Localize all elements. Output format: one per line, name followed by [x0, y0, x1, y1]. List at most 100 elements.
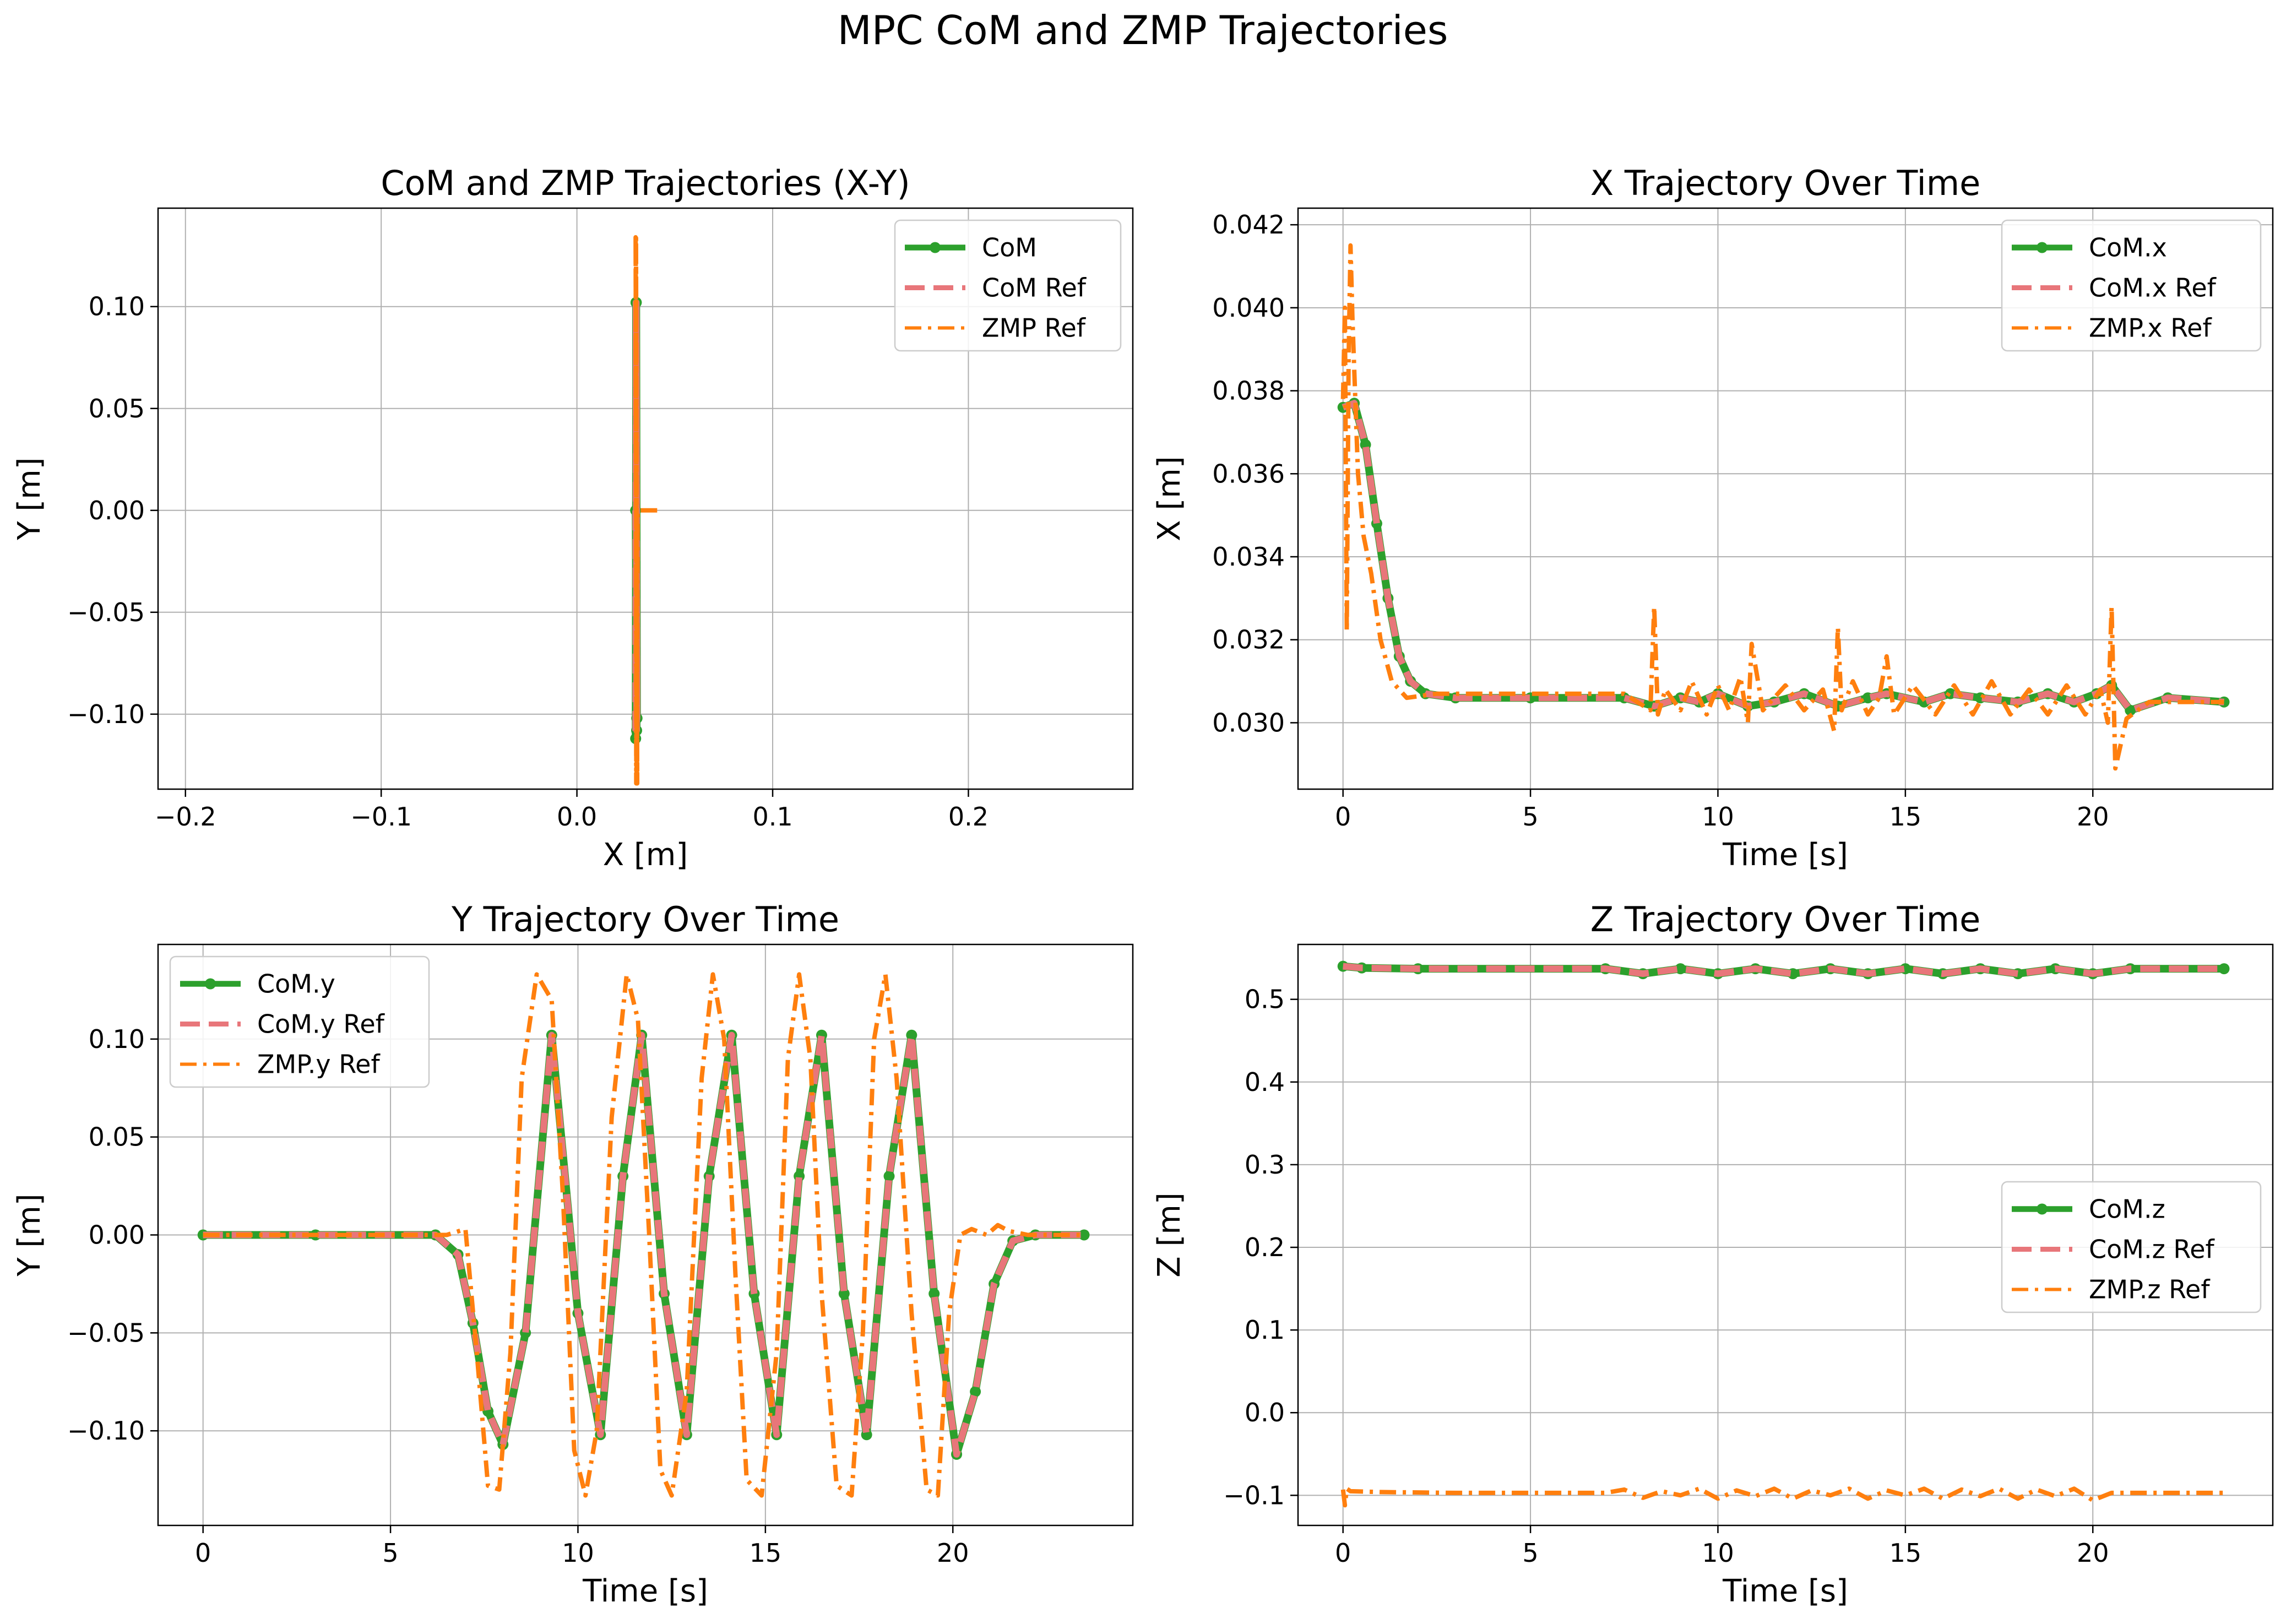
x-tick-label: 20 [2077, 802, 2109, 832]
legend-marker [2037, 1203, 2048, 1215]
series-line-com-z-ref [1343, 963, 2224, 977]
y-tick-label: 0.034 [1212, 542, 1285, 572]
y-axis-label: Z [m] [1152, 1192, 1187, 1277]
legend: CoM.z CoM.z Ref ZMP.z Ref [2001, 1181, 2262, 1313]
legend: CoM.x CoM.x Ref ZMP.x Ref [2001, 219, 2262, 352]
x-tick-label: 5 [1522, 1538, 1538, 1568]
data-point [1675, 963, 1686, 975]
x-tick-label: 15 [1889, 1538, 1922, 1568]
data-point [906, 1029, 917, 1041]
chart-title: X Trajectory Over Time [1590, 163, 1981, 203]
y-tick-label: 0.4 [1245, 1067, 1285, 1097]
y-tick-label: −0.10 [67, 699, 145, 729]
x-tick-label: 10 [1702, 802, 1734, 832]
chart-panel-2: 0 5 10 15 20 0.030 0.032 0.034 0.036 0.038 0.040 0.… [1152, 163, 2274, 873]
legend-label: ZMP.z Ref [2089, 1275, 2211, 1305]
legend-label: CoM.y Ref [257, 1009, 385, 1039]
data-point [970, 1386, 981, 1398]
x-tick-label: 0 [195, 1538, 211, 1568]
y-tick-label: 0.0 [1245, 1398, 1285, 1427]
y-tick-label: 0.5 [1245, 985, 1285, 1014]
y-axis-label: X [m] [1152, 456, 1187, 541]
x-tick-label: 15 [750, 1538, 782, 1568]
chart-title: Y Trajectory Over Time [451, 899, 839, 939]
y-tick-label: 0.3 [1245, 1150, 1285, 1180]
y-tick-label: −0.10 [67, 1416, 145, 1446]
legend-label: CoM.z [2089, 1194, 2165, 1224]
legend-box [2001, 219, 2262, 352]
y-tick-label: 0.10 [89, 1024, 145, 1054]
legend-label: CoM.y [257, 969, 335, 999]
y-tick-label: −0.05 [67, 598, 145, 627]
x-axis-label: X [m] [603, 837, 688, 873]
axes-frame [1297, 207, 2274, 790]
y-tick-label: 0.10 [89, 292, 145, 322]
legend-marker [930, 242, 941, 253]
x-tick-label: 0.0 [557, 802, 597, 832]
legend-label: ZMP Ref [982, 313, 1087, 343]
legend-label: ZMP.x Ref [2089, 313, 2212, 343]
data-point [883, 1170, 895, 1182]
x-tick-label: 20 [2077, 1538, 2109, 1568]
axes-frame [157, 207, 1134, 790]
x-tick-label: 10 [562, 1538, 594, 1568]
y-tick-label: 0.05 [89, 394, 145, 423]
y-tick-label: 0.030 [1212, 708, 1285, 737]
y-tick-label: −0.1 [1223, 1480, 1285, 1510]
data-layer [197, 972, 1090, 1498]
y-tick-label: 0.00 [89, 1220, 145, 1250]
chart-panel-4: 0 5 10 15 20 −0.1 0.0 0.1 0.2 0.3 0.4 0.5 Z Trajecto… [1152, 899, 2274, 1609]
legend-label: CoM [982, 233, 1037, 263]
data-point [1945, 688, 1956, 699]
series-line-zmp-x-ref [1340, 243, 2224, 771]
axes-frame [1297, 943, 2274, 1527]
series-line-zmp-ref [633, 233, 658, 788]
legend-marker [205, 978, 216, 990]
x-tick-label: 10 [1702, 1538, 1734, 1568]
series-line-zmp-z-ref [1340, 1486, 2224, 1508]
data-layer [1337, 960, 2230, 1508]
data-point [2218, 963, 2230, 975]
chart-panel-3: 0 5 10 15 20 −0.10 −0.05 0.00 0.05 0.10 Y Trajecto… [12, 899, 1134, 1609]
y-tick-label: 0.2 [1245, 1232, 1285, 1262]
chart-title: Z Trajectory Over Time [1590, 899, 1981, 939]
chart-panels: −0.2 −0.1 0.0 0.1 0.2−0.10−0.050.000.050.10C… [12, 163, 2274, 1609]
data-point [928, 1288, 940, 1300]
y-tick-label: 0.036 [1212, 459, 1285, 488]
y-tick-label: 0.05 [89, 1122, 145, 1152]
data-layer [1337, 243, 2230, 771]
legend-label: ZMP.y Ref [257, 1050, 381, 1079]
x-tick-label: 0 [1335, 1538, 1351, 1568]
x-tick-label: −0.2 [155, 802, 216, 832]
legend: CoM CoM Ref ZMP Ref [894, 219, 1122, 352]
y-tick-label: 0.1 [1245, 1315, 1285, 1345]
y-tick-label: 0.040 [1212, 293, 1285, 323]
data-layer [630, 233, 658, 788]
figure-title: MPC CoM and ZMP Trajectories [838, 7, 1448, 53]
y-tick-label: 0.038 [1212, 376, 1285, 406]
series-line-zmp-y-ref [203, 972, 1084, 1498]
x-tick-label: 15 [1889, 802, 1922, 832]
legend: CoM.y CoM.y Ref ZMP.y Ref [169, 955, 430, 1088]
x-tick-label: −0.1 [350, 802, 412, 832]
legend-label: CoM Ref [982, 273, 1087, 303]
x-axis-label: Time [s] [582, 1573, 708, 1609]
chart-panel-1: −0.2 −0.1 0.0 0.1 0.2 −0.10 −0.05 0.00 0.05 0.10 C… [12, 163, 1134, 873]
x-axis-label: Time [s] [1722, 837, 1848, 873]
x-tick-label: 5 [1522, 802, 1538, 832]
legend-box [169, 955, 430, 1088]
legend-box [894, 219, 1122, 352]
y-tick-label: 0.00 [89, 496, 145, 525]
chart-title: CoM and ZMP Trajectories (X-Y) [381, 163, 910, 203]
series-line-com-y-ref [203, 1031, 1084, 1458]
y-axis-label: Y [m] [12, 1193, 47, 1277]
y-tick-label: 0.042 [1212, 210, 1285, 240]
data-point [1078, 1229, 1090, 1241]
x-tick-label: 5 [382, 1538, 398, 1568]
x-tick-label: 0.1 [752, 802, 792, 832]
x-tick-label: 20 [937, 1538, 969, 1568]
x-tick-label: 0.2 [948, 802, 989, 832]
legend-label: CoM.x Ref [2089, 273, 2217, 303]
legend-label: CoM.z Ref [2089, 1235, 2216, 1264]
